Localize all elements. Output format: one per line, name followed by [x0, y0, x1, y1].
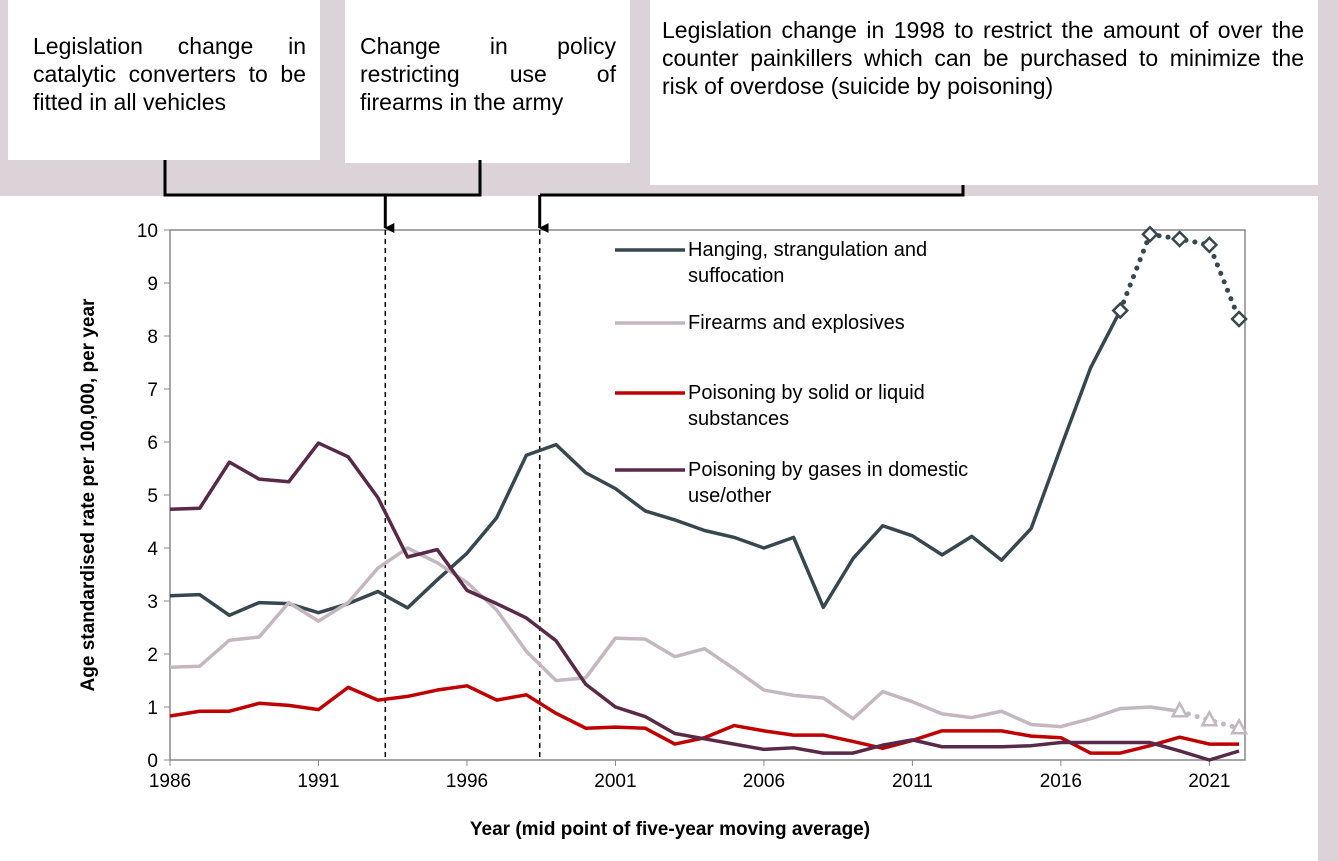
x-tick-label: 2021: [1188, 771, 1230, 792]
x-tick-label: 2001: [594, 771, 636, 792]
bracket: [163, 160, 482, 197]
point-marker: [1170, 230, 1189, 248]
point-marker: [1200, 236, 1219, 254]
y-tick-label: 5: [147, 486, 158, 507]
series-line: [169, 441, 1240, 762]
series-line: [169, 546, 1180, 729]
legend-label: Firearms and explosives: [688, 312, 905, 334]
series-line: [169, 309, 1122, 618]
y-tick-label: 3: [147, 592, 158, 613]
y-tick-label: 2: [147, 645, 158, 666]
x-tick-label: 2011: [892, 771, 933, 792]
annotation-box: Change in policy restricting use of fire…: [345, 0, 630, 163]
x-tick-label: 1996: [446, 771, 488, 792]
point-marker: [1141, 225, 1159, 244]
point-marker: [1170, 700, 1189, 718]
x-tick-label: 1986: [149, 771, 191, 792]
bracket: [540, 185, 965, 197]
annotation-box: Legislation change in catalytic converte…: [8, 0, 320, 160]
x-tick-label: 1991: [297, 771, 339, 792]
y-tick-label: 0: [147, 751, 158, 772]
y-tick-label: 8: [147, 327, 158, 348]
series-line-dotted: [1177, 708, 1242, 731]
x-axis-label: Year (mid point of five-year moving aver…: [470, 819, 870, 840]
chart-panel: [0, 196, 1318, 861]
point-marker: [1229, 717, 1249, 735]
y-tick-label: 9: [147, 274, 158, 295]
y-tick-label: 7: [147, 380, 158, 401]
y-tick-label: 6: [147, 433, 158, 454]
x-tick-label: 2006: [743, 771, 785, 792]
y-tick-label: 10: [137, 221, 158, 242]
point-marker: [1200, 709, 1219, 727]
point-marker: [1230, 310, 1248, 328]
legend-label: Hanging, strangulation and suffocation: [688, 239, 928, 287]
legend-label: Poisoning by solid or liquid substances: [688, 382, 925, 430]
y-axis-label: Age standardised rate per 100,000, per y…: [78, 298, 99, 691]
y-tick-label: 4: [147, 539, 158, 560]
series-line-dotted: [1117, 231, 1242, 322]
annotation-box: Legislation change in 1998 to restrict t…: [650, 0, 1318, 185]
x-tick-label: 2016: [1040, 771, 1082, 792]
point-marker: [1111, 301, 1130, 320]
y-tick-label: 1: [147, 698, 158, 719]
legend-label: Poisoning by gases in domestic use/other: [688, 459, 969, 507]
